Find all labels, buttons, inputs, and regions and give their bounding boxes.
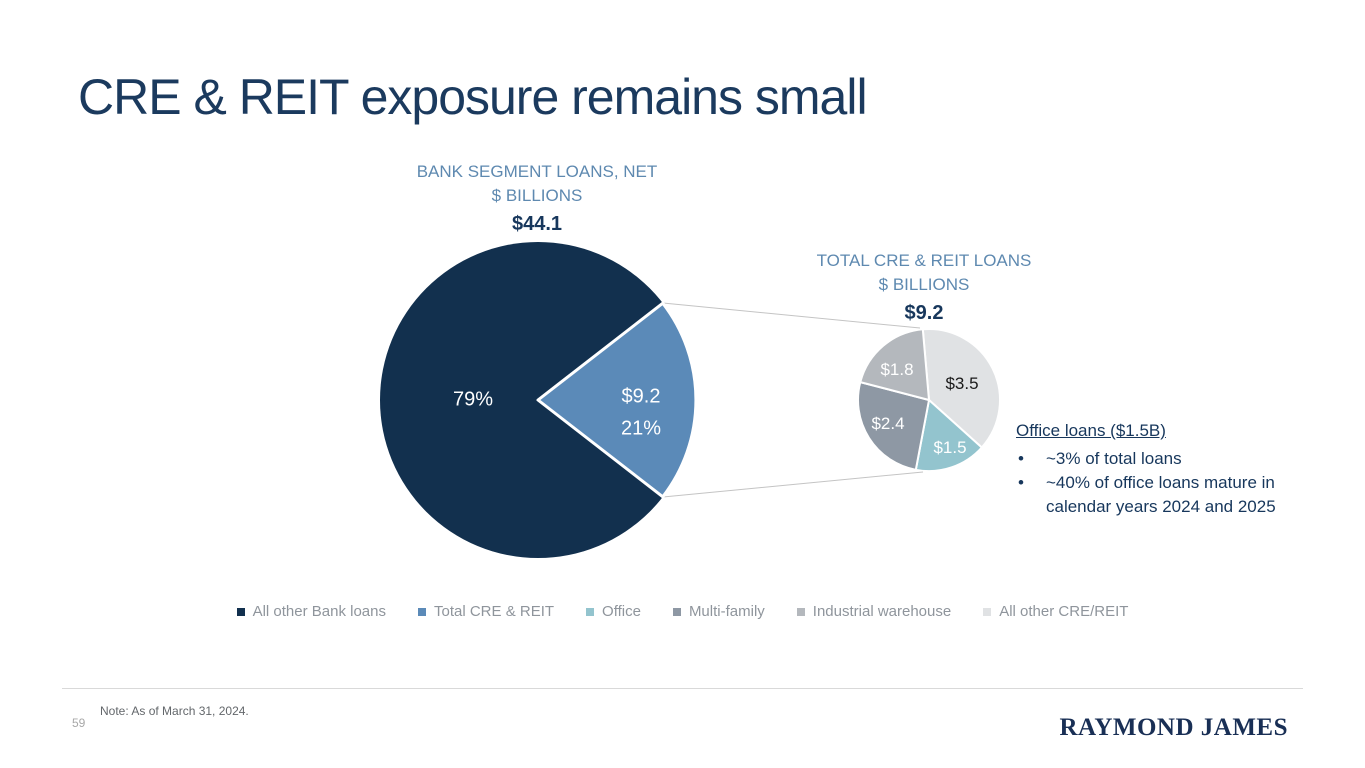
small-pie-subtitle: $ BILLIONS: [878, 275, 970, 294]
legend-marker-all-other-cre-reit: [983, 607, 992, 616]
legend-item-multi-family: Multi-family: [672, 603, 765, 620]
legend-marker-office: [586, 607, 595, 616]
legend-marker-industrial-warehouse: [796, 607, 805, 616]
legend-item-industrial-warehouse: Industrial warehouse: [796, 603, 952, 620]
footer-divider: [62, 688, 1303, 689]
bank-segment-loans-pie: 79% $9.2 21%: [380, 242, 696, 558]
big-pie-label-21pct: 21%: [620, 417, 662, 440]
legend-label: All other Bank loans: [252, 603, 386, 620]
slide-title: CRE & REIT exposure remains small: [78, 69, 868, 125]
big-pie-label-79pct: 79%: [452, 388, 494, 411]
legend-label: Total CRE & REIT: [434, 603, 555, 620]
legend-marker-total-cre-reit: [418, 607, 426, 616]
small-pie-label-3-5: $3.5: [945, 374, 979, 393]
small-pie-label-1-8: $1.8: [880, 360, 914, 379]
footer-note: Note: As of March 31, 2024.: [100, 704, 249, 718]
slice-total-cre-reit: [536, 301, 696, 499]
office-loans-heading: Office loans ($1.5B): [1016, 421, 1166, 440]
raymond-james-logo: RAYMOND JAMES: [1059, 714, 1288, 741]
office-loans-bullet-list: ~3% of total loans ~40% of office loans …: [1016, 447, 1278, 519]
legend-item-total-cre-reit: Total CRE & REIT: [418, 603, 554, 620]
legend-label: Office: [602, 603, 641, 620]
small-pie-total: $9.2: [904, 302, 944, 324]
slice-office: [914, 399, 983, 471]
big-pie-subtitle: $ BILLIONS: [491, 186, 583, 205]
small-pie-label-2-4: $2.4: [871, 414, 905, 433]
legend-marker-all-other-bank-loans: [236, 607, 245, 616]
legend-item-office: Office: [586, 603, 641, 620]
big-pie-total: $44.1: [511, 213, 563, 235]
slice-industrial-warehouse: [859, 329, 930, 401]
legend-marker-multi-family: [672, 607, 681, 616]
big-pie-header: BANK SEGMENT LOANS, NET $ BILLIONS $44.1: [337, 160, 737, 238]
office-loans-bullet-1: ~3% of total loans: [1016, 447, 1278, 471]
legend-item-all-other-cre-reit: All other CRE/REIT: [983, 603, 1128, 620]
legend-label: Industrial warehouse: [812, 603, 952, 620]
slice-multi-family: [858, 381, 930, 471]
big-pie-label-9-2: $9.2: [621, 385, 661, 408]
cre-reit-loans-pie: $3.5 $1.5 $2.4 $1.8: [858, 329, 1000, 471]
small-pie-title: TOTAL CRE & REIT LOANS: [816, 251, 1032, 270]
page-number: 59: [72, 716, 86, 730]
office-loans-bullet-2: ~40% of office loans mature in calendar …: [1016, 471, 1278, 519]
legend-label: Multi-family: [688, 603, 765, 620]
small-pie-header: TOTAL CRE & REIT LOANS $ BILLIONS $9.2: [774, 249, 1074, 327]
office-loans-callout: Office loans ($1.5B) ~3% of total loans …: [1016, 421, 1278, 519]
legend-label: All other CRE/REIT: [999, 603, 1129, 620]
chart-legend: All other Bank loans Total CRE & REIT Of…: [0, 603, 1365, 620]
small-pie-label-1-5: $1.5: [933, 438, 967, 457]
slice-all-other-cre-reit: [921, 329, 1000, 449]
big-pie-title: BANK SEGMENT LOANS, NET: [416, 162, 658, 181]
legend-item-all-other-bank-loans: All other Bank loans: [236, 603, 386, 620]
